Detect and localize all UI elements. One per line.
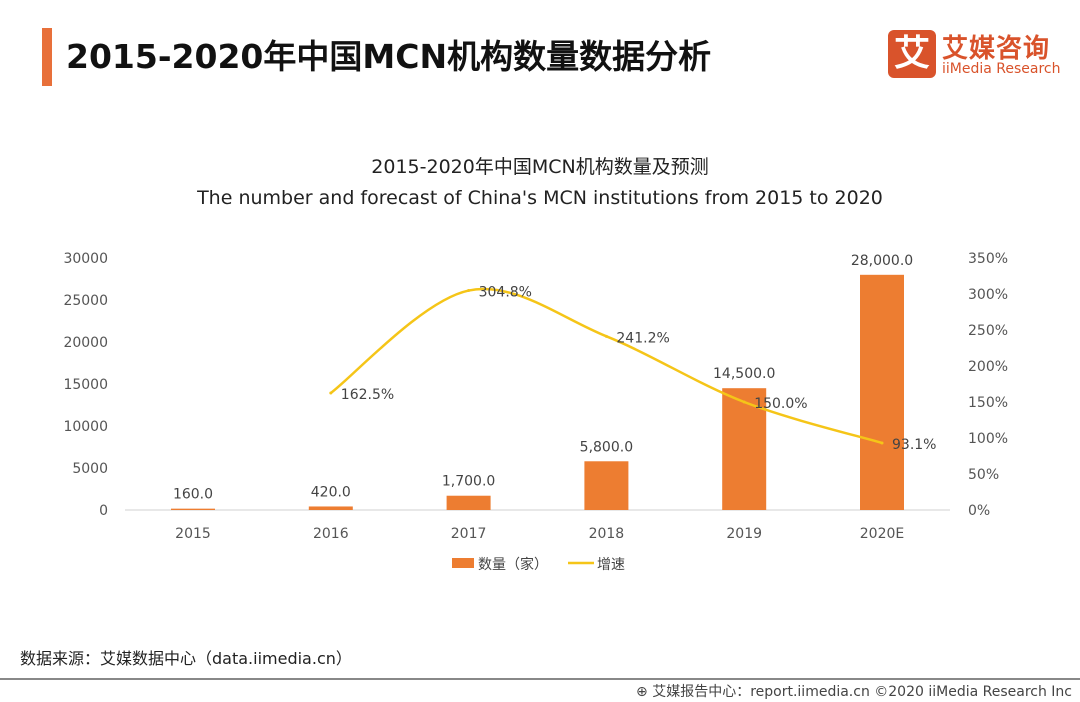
line-label: 150.0%	[754, 396, 807, 412]
y-right-tick: 300%	[968, 287, 1008, 303]
y-left-tick: 30000	[63, 251, 108, 267]
line-point	[880, 441, 884, 445]
logo-mark: 艾	[888, 30, 936, 78]
globe-icon: ⊕	[636, 684, 653, 700]
x-tick: 2020E	[860, 526, 904, 542]
y-left-tick: 15000	[63, 377, 108, 393]
legend-line-label: 增速	[597, 557, 625, 573]
bar	[446, 495, 491, 510]
bar-label: 14,500.0	[713, 366, 775, 382]
title-accent-bar	[42, 28, 52, 86]
y-left-tick: 25000	[63, 293, 108, 309]
line-point	[329, 391, 333, 395]
logo-cn: 艾媒咨询	[942, 34, 1051, 64]
y-right-tick: 100%	[968, 431, 1008, 447]
chart: 0 5000 10000 15000 20000 25000 30000 0% 50% 100% 1…	[63, 251, 1008, 573]
x-tick: 2015	[175, 526, 211, 542]
x-tick: 2017	[451, 526, 487, 542]
y-left-tick: 0	[99, 503, 108, 519]
bar-label: 420.0	[311, 484, 351, 500]
bar	[860, 274, 904, 510]
logo-en: iiMedia Research	[942, 61, 1061, 77]
bar-label: 160.0	[173, 487, 213, 503]
line-label: 304.8%	[479, 285, 532, 301]
y-right-tick: 0%	[968, 503, 990, 519]
bar	[308, 506, 353, 510]
legend-bar-swatch	[452, 558, 474, 568]
line-point	[742, 400, 746, 404]
y-right-tick: 250%	[968, 323, 1008, 339]
chart-subtitle: The number and forecast of China's MCN i…	[197, 187, 883, 209]
line-label: 93.1%	[892, 437, 936, 453]
footer: ⊕ 艾媒报告中心：report.iimedia.cn ©2020 iiMedia…	[636, 684, 1072, 700]
y-right-tick: 150%	[968, 395, 1008, 411]
line-label: 241.2%	[616, 330, 669, 346]
y-right-tick: 50%	[968, 467, 999, 483]
bar	[171, 508, 215, 510]
y-left-tick: 10000	[63, 419, 108, 435]
legend-bar-label: 数量（家）	[478, 556, 548, 573]
y-left-tick: 5000	[72, 461, 108, 477]
bar-label: 28,000.0	[851, 253, 913, 269]
x-tick: 2016	[313, 526, 349, 542]
y-right-tick: 200%	[968, 359, 1008, 375]
page-title: 2015-2020年中国MCN机构数量数据分析	[66, 37, 712, 76]
growth-line	[330, 287, 883, 445]
y-right-tick: 350%	[968, 251, 1008, 267]
line-point	[467, 289, 471, 293]
bar	[584, 461, 629, 510]
x-tick: 2018	[589, 526, 625, 542]
y-left-tick: 20000	[63, 335, 108, 351]
bar-label: 5,800.0	[580, 439, 633, 455]
chart-title: 2015-2020年中国MCN机构数量及预测	[371, 156, 709, 178]
source-note: 数据来源：艾媒数据中心（data.iimedia.cn）	[20, 649, 352, 668]
bar-label: 1,700.0	[442, 474, 495, 490]
line-label: 162.5%	[341, 387, 394, 403]
footer-divider	[0, 678, 1080, 680]
x-tick: 2019	[726, 526, 762, 542]
logo: 艾 艾媒咨询 iiMedia Research	[888, 28, 1063, 80]
line-point	[604, 334, 608, 338]
